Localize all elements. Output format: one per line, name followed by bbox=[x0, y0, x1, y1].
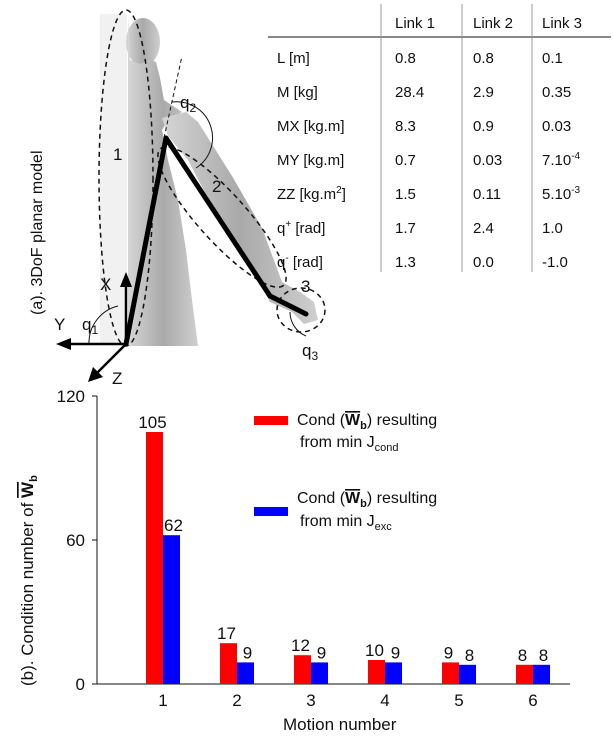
table-cell: 1.0 bbox=[542, 220, 563, 237]
z-axis-arrow bbox=[95, 343, 127, 375]
table-cell: 2.9 bbox=[473, 84, 494, 101]
model-backdrop bbox=[100, 14, 127, 344]
table-cell: 0.7 bbox=[395, 152, 416, 169]
bar bbox=[311, 662, 328, 684]
q3-arc bbox=[289, 311, 307, 337]
table-cell: 0.03 bbox=[542, 118, 571, 135]
table-cell: 7.10-4 bbox=[542, 151, 581, 169]
bar bbox=[220, 643, 237, 684]
table-cell: 1.5 bbox=[395, 186, 416, 203]
y-tick-label: 60 bbox=[66, 531, 85, 550]
link1-label: 1 bbox=[113, 145, 122, 164]
bar bbox=[385, 662, 402, 684]
legend-swatch-blue bbox=[254, 507, 288, 516]
bar bbox=[368, 660, 385, 684]
table-cell: 0.1 bbox=[542, 50, 563, 67]
table-cell: 0.35 bbox=[542, 84, 571, 101]
legend-blue-line2: from min Jexc bbox=[300, 513, 392, 533]
table-row-label: L [m] bbox=[277, 50, 310, 67]
x-tick-label: 4 bbox=[380, 691, 389, 710]
panel-a-caption: (a). 3DoF planar model bbox=[29, 150, 46, 315]
table-cell: -1.0 bbox=[542, 254, 568, 271]
kinematic-chain bbox=[123, 135, 309, 347]
human-model-diagram: 1 2 3 q2 q1 q3 X Y Z bbox=[54, 9, 326, 388]
table-header-link1: Link 1 bbox=[395, 15, 435, 32]
bar bbox=[146, 432, 163, 684]
link3-ellipse bbox=[276, 287, 326, 333]
table-cell: 2.4 bbox=[473, 220, 494, 237]
bar-value-label: 12 bbox=[291, 636, 310, 655]
x-tick-label: 2 bbox=[232, 691, 241, 710]
bar-value-label: 8 bbox=[465, 646, 474, 665]
legend-red-line2: from min Jcond bbox=[300, 434, 399, 454]
table-cell: 28.4 bbox=[395, 84, 424, 101]
link3-label: 3 bbox=[301, 277, 310, 296]
bar-value-label: 8 bbox=[518, 646, 527, 665]
bar bbox=[516, 664, 533, 684]
table-cell: 8.3 bbox=[395, 118, 416, 135]
table-row-label: MY [kg.m] bbox=[277, 152, 344, 169]
chart-x-axis-label: Motion number bbox=[283, 715, 397, 734]
bar-value-label: 9 bbox=[391, 643, 400, 662]
bar bbox=[294, 655, 311, 684]
y-tick-label: 120 bbox=[57, 387, 85, 406]
chart-legend: Cond (Wb) resulting from min Jcond Cond … bbox=[254, 412, 437, 533]
q2-arc bbox=[171, 101, 213, 169]
joint-q3-label: q3 bbox=[302, 341, 318, 363]
axis-y-label: Y bbox=[54, 315, 65, 334]
bar-value-label: 17 bbox=[217, 624, 236, 643]
table-cell: 1.7 bbox=[395, 220, 416, 237]
bar-value-label: 9 bbox=[317, 643, 326, 662]
table-cell: 0.8 bbox=[395, 50, 416, 67]
x-arrowhead bbox=[120, 272, 132, 287]
parameter-table: Link 1 Link 2 Link 3 L [m] 0.8 0.8 0.1 M [kg… bbox=[268, 4, 611, 272]
bar bbox=[533, 664, 550, 684]
condition-number-chart: (b). Condition number of Wb Motion numbe… bbox=[18, 387, 570, 734]
table-cell: 1.3 bbox=[395, 254, 416, 271]
bar bbox=[237, 662, 254, 684]
x-tick-label: 6 bbox=[528, 691, 537, 710]
table-header-link2: Link 2 bbox=[473, 15, 513, 32]
bar bbox=[163, 535, 180, 684]
legend-red-line1: Cond (Wb) resulting bbox=[297, 412, 437, 432]
table-row-label: M [kg] bbox=[277, 84, 318, 101]
table-row-label: q+ [rad] bbox=[277, 219, 325, 237]
bar bbox=[459, 664, 476, 684]
y-tick-label: 0 bbox=[76, 675, 85, 694]
table-cell: 0.11 bbox=[473, 186, 501, 203]
z-arrowhead bbox=[88, 367, 103, 382]
bar-value-label: 10 bbox=[365, 641, 384, 660]
chart-y-axis-label: (b). Condition number of Wb bbox=[18, 475, 40, 686]
legend-swatch-red bbox=[254, 416, 288, 425]
joint-q1-label: q1 bbox=[82, 315, 98, 337]
joint-q2-label: q2 bbox=[180, 93, 196, 115]
table-row-label: q- [rad] bbox=[277, 253, 323, 271]
table-cell: 0.9 bbox=[473, 118, 494, 135]
q1-arc bbox=[88, 305, 119, 345]
bar bbox=[442, 662, 459, 684]
x-tick-label: 5 bbox=[454, 691, 463, 710]
axis-z-label: Z bbox=[112, 369, 122, 388]
table-cell: 0.8 bbox=[473, 50, 494, 67]
table-header-link3: Link 3 bbox=[542, 15, 582, 32]
table-cell: 0.03 bbox=[473, 152, 502, 169]
bar-value-label: 9 bbox=[243, 643, 252, 662]
axis-x-label: X bbox=[100, 275, 111, 294]
link2-label: 2 bbox=[212, 177, 221, 196]
y-arrowhead bbox=[56, 338, 71, 350]
table-cell: 0.0 bbox=[473, 254, 494, 271]
x-tick-label: 1 bbox=[158, 691, 167, 710]
x-tick-label: 3 bbox=[306, 691, 315, 710]
table-cell: 5.10-3 bbox=[542, 185, 581, 203]
legend-blue-line1: Cond (Wb) resulting bbox=[297, 490, 437, 510]
bar-value-label: 62 bbox=[164, 516, 183, 535]
table-row-label: MX [kg.m] bbox=[277, 118, 345, 135]
bar-value-label: 105 bbox=[138, 413, 166, 432]
bar-value-label: 9 bbox=[444, 643, 453, 662]
bar-value-label: 8 bbox=[539, 646, 548, 665]
table-row-label: ZZ [kg.m2] bbox=[277, 185, 346, 203]
